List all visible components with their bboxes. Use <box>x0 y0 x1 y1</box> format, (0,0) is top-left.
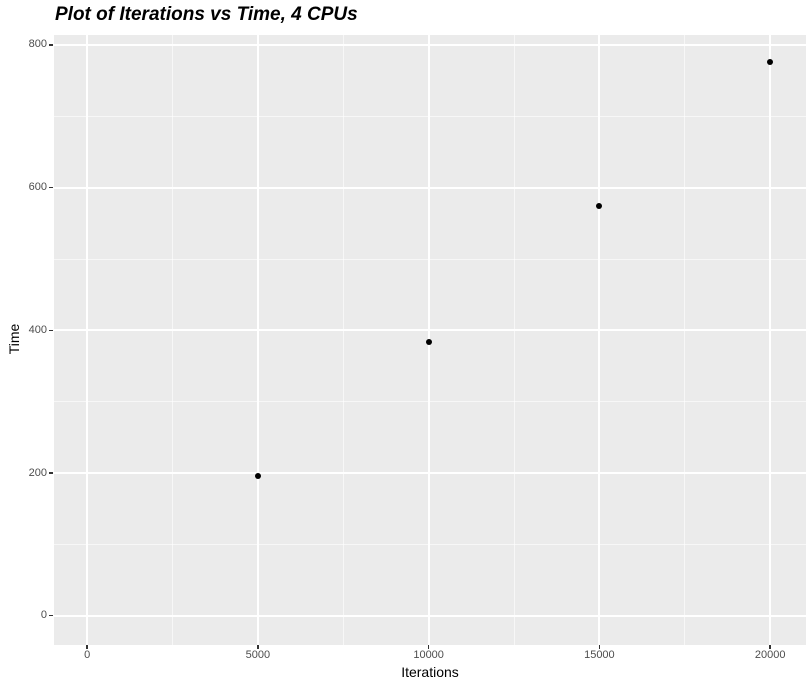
y-tick-mark <box>49 186 53 189</box>
y-minor-gridline <box>54 115 806 117</box>
data-point <box>596 202 603 209</box>
x-tick-mark <box>257 645 259 649</box>
chart-title: Plot of Iterations vs Time, 4 CPUs <box>55 4 358 25</box>
x-tick-label: 5000 <box>245 649 271 661</box>
x-tick-label: 20000 <box>754 649 786 661</box>
y-tick-mark <box>49 329 53 332</box>
x-tick-mark <box>427 645 430 649</box>
x-minor-gridline <box>684 35 686 645</box>
y-tick-label: 0 <box>40 609 47 622</box>
y-tick-mark <box>49 614 53 617</box>
y-minor-gridline <box>54 543 806 545</box>
x-tick-label: 15000 <box>584 649 615 661</box>
data-point <box>767 59 774 66</box>
y-major-gridline <box>54 472 806 475</box>
x-major-gridline <box>86 35 89 645</box>
data-point <box>425 338 432 345</box>
x-major-gridline <box>256 35 259 645</box>
y-minor-gridline <box>54 258 806 260</box>
y-tick-mark <box>49 472 53 474</box>
y-major-gridline <box>54 329 806 332</box>
x-minor-gridline <box>342 35 344 645</box>
x-major-gridline <box>598 35 601 645</box>
x-tick-mark <box>769 645 771 649</box>
x-major-gridline <box>769 35 772 645</box>
x-minor-gridline <box>513 35 515 645</box>
x-tick-label: 10000 <box>413 649 444 661</box>
y-tick-mark <box>49 44 53 46</box>
x-tick-mark <box>598 645 601 649</box>
data-point <box>254 472 261 479</box>
y-major-gridline <box>54 43 806 46</box>
y-major-gridline <box>54 614 806 617</box>
y-tick-label: 600 <box>28 181 47 194</box>
x-tick-label: 0 <box>84 649 91 661</box>
x-tick-mark <box>86 645 88 649</box>
y-minor-gridline <box>54 401 806 403</box>
plot-panel <box>54 35 806 645</box>
y-major-gridline <box>54 186 806 189</box>
y-tick-label: 400 <box>28 323 47 336</box>
x-minor-gridline <box>172 35 173 645</box>
x-axis-title: Iterations <box>401 664 459 680</box>
y-tick-label: 200 <box>28 466 47 479</box>
y-tick-label: 800 <box>28 38 47 51</box>
